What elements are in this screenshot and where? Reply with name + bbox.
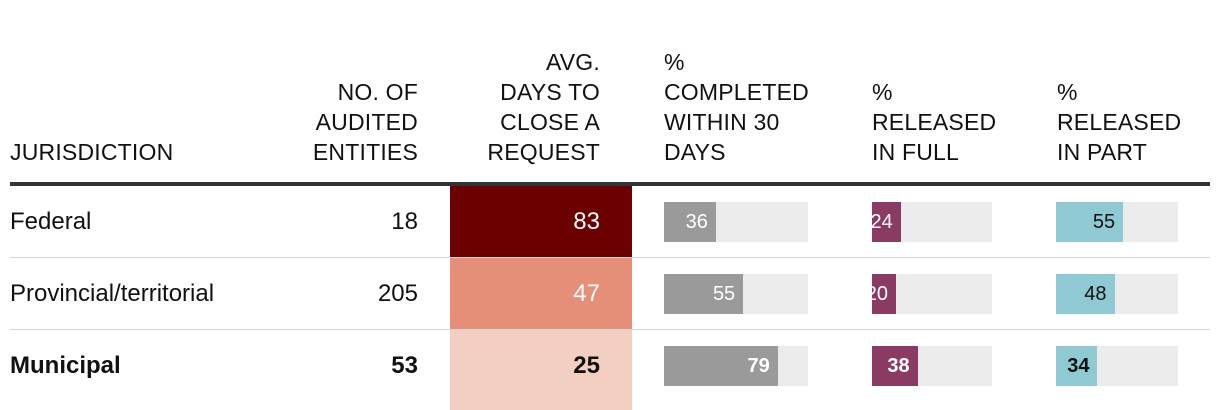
bar-value-label: 36 <box>685 211 708 233</box>
bar-track-completed: 36 <box>664 202 808 242</box>
header-line: IN FULL <box>872 139 960 165</box>
bar-completed: 36 <box>664 202 716 242</box>
row-separator <box>10 329 1210 330</box>
heat-value-label: 47 <box>573 280 600 307</box>
table-row: Federal 18 83 36 24 55 <box>0 186 1220 257</box>
header-line: AVG. <box>545 49 600 75</box>
col-header-jurisdiction: JURISDICTION <box>10 137 173 167</box>
bar-value-label: 38 <box>887 355 910 377</box>
bar-released-full: 20 <box>866 274 896 314</box>
header-line: DAYS TO <box>500 79 600 105</box>
col-header-released-full: % RELEASED IN FULL <box>872 77 996 167</box>
header-line: NO. OF <box>337 79 418 105</box>
col-header-jurisdiction-line: JURISDICTION <box>10 139 174 165</box>
bar-track-released-part: 48 <box>1056 274 1178 314</box>
bar-track-released-part: 34 <box>1056 346 1178 386</box>
bar-released-part: 55 <box>1056 202 1124 242</box>
bar-released-full: 24 <box>870 202 901 242</box>
header-line: IN PART <box>1057 139 1148 165</box>
header-line: ENTITIES <box>312 139 418 165</box>
heat-cell-avg-days: 47 <box>450 258 632 329</box>
col-header-completed: % COMPLETED WITHIN 30 DAYS <box>664 47 809 167</box>
table-header: JURISDICTION NO. OF AUDITED ENTITIES AVG… <box>0 40 1220 167</box>
col-header-entities: NO. OF AUDITED ENTITIES <box>300 77 418 167</box>
bar-value-label: 34 <box>1067 355 1090 377</box>
heat-value-label: 25 <box>573 352 600 379</box>
table-row: Municipal 53 25 79 38 34 <box>0 330 1220 410</box>
heat-cell-avg-days: 25 <box>450 330 632 410</box>
header-line: REQUEST <box>487 139 600 165</box>
bar-value-label: 55 <box>1092 211 1116 233</box>
bar-value-label: 79 <box>747 355 770 377</box>
bar-track-completed: 55 <box>664 274 808 314</box>
row-separator <box>10 257 1210 258</box>
bar-completed: 55 <box>664 274 744 314</box>
bar-released-full: 38 <box>872 346 918 386</box>
bar-value-label: 24 <box>870 211 893 233</box>
bar-released-part: 34 <box>1056 346 1098 386</box>
header-line: % <box>1057 79 1078 105</box>
cell-entities: 53 <box>391 352 418 379</box>
header-line: % <box>664 49 685 75</box>
header-line: AUDITED <box>315 109 418 135</box>
cell-jurisdiction: Provincial/territorial <box>10 280 215 307</box>
header-line: DAYS <box>664 139 726 165</box>
header-line: % <box>872 79 893 105</box>
cell-jurisdiction: Federal <box>10 208 92 235</box>
bar-track-released-full: 38 <box>872 346 992 386</box>
cell-entities: 205 <box>377 280 418 307</box>
bar-track-released-part: 55 <box>1056 202 1178 242</box>
bar-value-label: 55 <box>712 283 736 305</box>
bar-track-completed: 79 <box>664 346 808 386</box>
bar-released-part: 48 <box>1056 274 1115 314</box>
bar-value-label: 20 <box>865 283 888 305</box>
cell-jurisdiction: Municipal <box>10 352 121 379</box>
heat-value-label: 83 <box>573 208 600 235</box>
col-header-released-part: % RELEASED IN PART <box>1057 77 1181 167</box>
cell-entities: 18 <box>391 208 418 235</box>
col-header-avg-days: AVG. DAYS TO CLOSE A REQUEST <box>450 47 600 167</box>
heat-cell-avg-days: 83 <box>450 186 632 257</box>
header-line: RELEASED <box>1057 109 1182 135</box>
header-line: RELEASED <box>872 109 997 135</box>
bar-value-label: 48 <box>1084 283 1107 305</box>
bar-track-released-full: 24 <box>870 202 992 242</box>
header-line: COMPLETED <box>664 79 809 105</box>
bar-track-released-full: 20 <box>866 274 992 314</box>
header-line: WITHIN 30 <box>664 109 780 135</box>
header-line: CLOSE A <box>500 109 600 135</box>
bar-completed: 79 <box>664 346 778 386</box>
header-rule <box>10 182 1210 186</box>
table-row: Provincial/territorial 205 47 55 20 48 <box>0 258 1220 329</box>
